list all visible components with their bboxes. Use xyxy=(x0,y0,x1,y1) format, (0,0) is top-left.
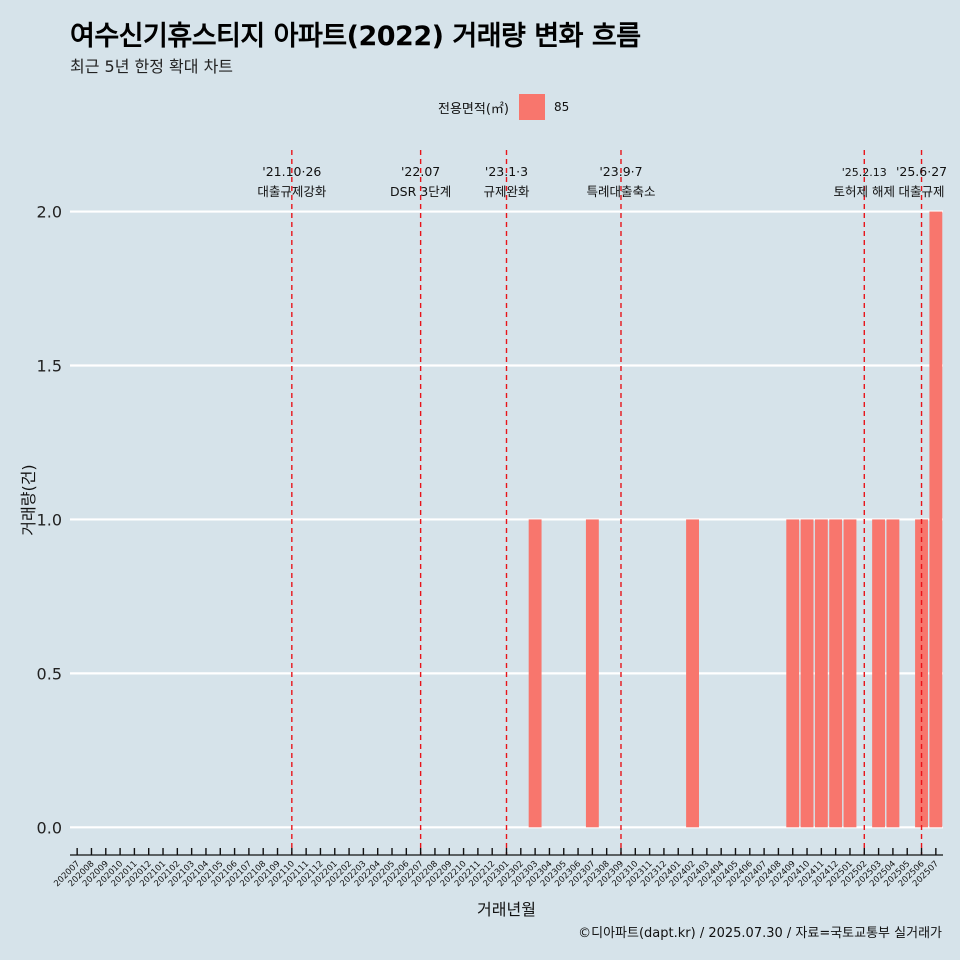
bar xyxy=(843,519,857,828)
bar xyxy=(686,519,699,828)
y-tick-label: 0.5 xyxy=(37,664,62,683)
event-date: '22.07 xyxy=(401,164,440,179)
y-tick-label: 0.0 xyxy=(37,818,62,837)
bar xyxy=(585,519,599,828)
event-date: '25.2.13 xyxy=(842,166,887,179)
legend-item-label: 85 xyxy=(553,100,570,114)
event-date: '23.9·7 xyxy=(599,164,642,179)
event-label: DSR 3단계 xyxy=(390,184,451,199)
bar xyxy=(786,519,800,828)
legend-title: 전용면적(㎡) xyxy=(438,101,509,117)
bar xyxy=(814,519,828,828)
event-label: 대출규제강화 xyxy=(257,184,327,199)
chart-subtitle: 최근 5년 한정 확대 차트 xyxy=(70,57,234,76)
y-tick-label: 1.5 xyxy=(37,357,62,376)
bar xyxy=(829,519,843,828)
event-date: '23.1·3 xyxy=(485,164,528,179)
bar xyxy=(872,519,886,828)
chart-title: 여수신기휴스티지 아파트(2022) 거래량 변화 흐름 xyxy=(70,21,641,52)
x-axis-title: 거래년월 xyxy=(477,900,536,919)
y-tick-label: 1.0 xyxy=(37,510,62,529)
event-label: 규제완화 xyxy=(483,184,530,199)
bar xyxy=(929,211,943,828)
event-date: '25.6·27 xyxy=(896,164,947,179)
event-label: 토허제 해제 xyxy=(834,184,895,199)
y-axis-title: 거래량(건) xyxy=(19,464,38,535)
bar xyxy=(800,519,814,828)
event-date: '21.10·26 xyxy=(262,164,321,179)
legend: 전용면적(㎡) 85 xyxy=(438,94,569,120)
caption: ©디아파트(dapt.kr) / 2025.07.30 / 자료=국토교통부 실… xyxy=(578,926,942,941)
bar xyxy=(528,519,542,828)
event-label: 대출규제 xyxy=(899,184,945,199)
bar xyxy=(886,519,900,828)
event-label: 특례대출축소 xyxy=(586,184,655,199)
y-tick-label: 2.0 xyxy=(37,203,62,222)
legend-key xyxy=(518,94,545,120)
